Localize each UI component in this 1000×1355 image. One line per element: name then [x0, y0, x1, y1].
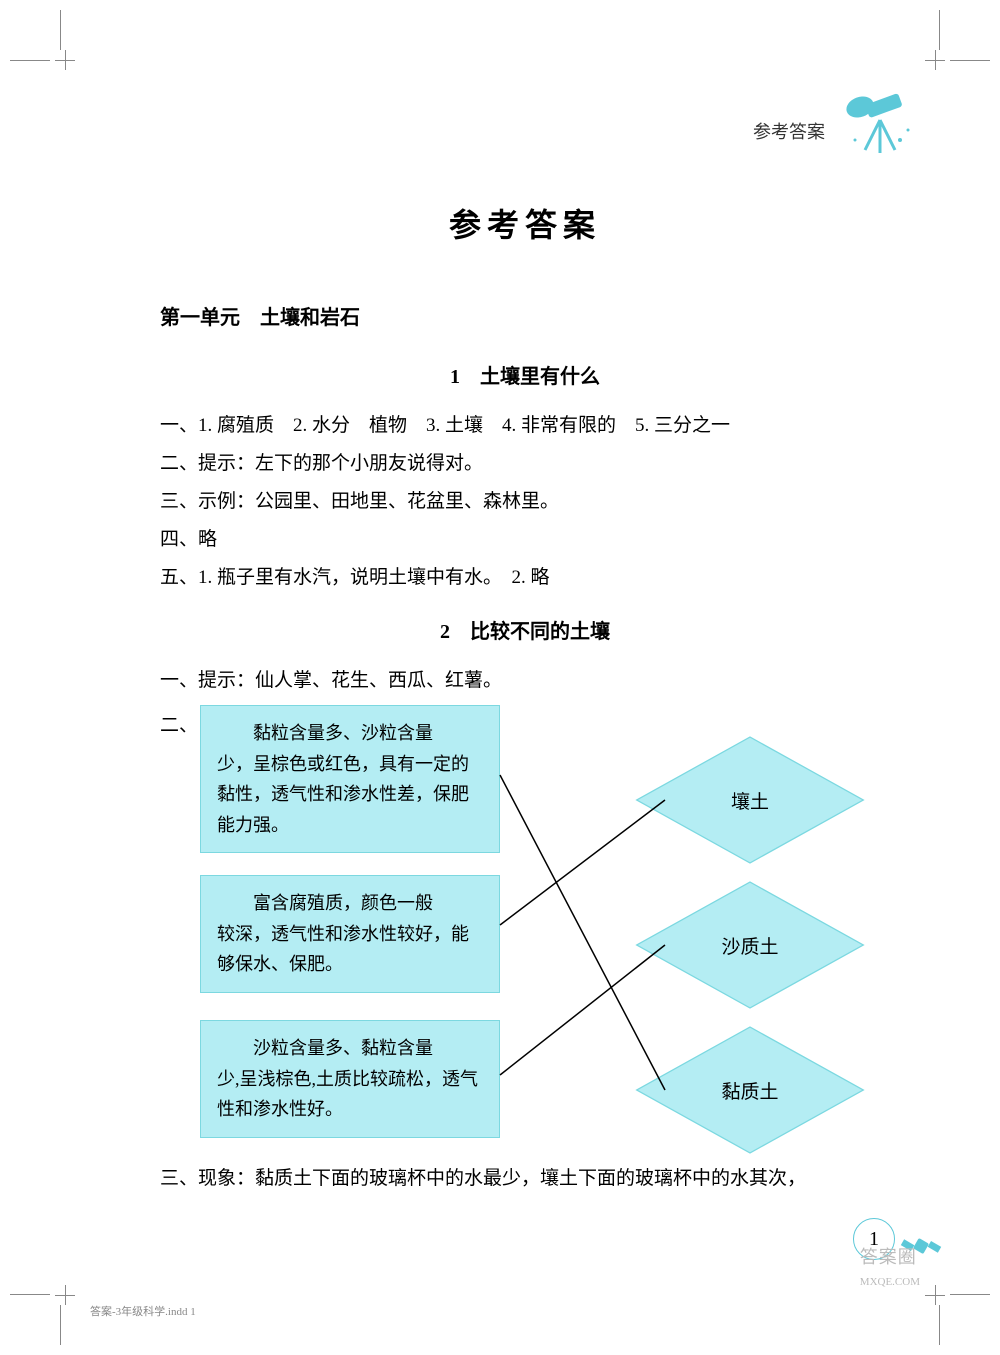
telescope-icon [840, 85, 920, 160]
crop-mark [60, 10, 61, 50]
watermark: 答案圈 MXQE.COM [860, 1243, 920, 1290]
crop-mark [950, 60, 990, 61]
crop-mark [950, 1294, 990, 1295]
soil-type-diamond-2: 沙质土 [660, 905, 840, 985]
box-text: 黏粒含量多、沙粒含量 [217, 718, 483, 749]
answer-line: 一、1. 腐殖质 2. 水分 植物 3. 土壤 4. 非常有限的 5. 三分之一 [160, 407, 890, 445]
footer-filename: 答案-3年级科学.indd 1 [90, 1303, 196, 1319]
answer-line: 三、示例：公园里、田地里、花盆里、森林里。 [160, 483, 890, 521]
soil-type-diamond-3: 黏质土 [660, 1050, 840, 1130]
section-1-title: 1 土壤里有什么 [160, 360, 890, 389]
answer-line: 一、提示：仙人掌、花生、西瓜、红薯。 [160, 662, 890, 700]
answer-line: 三、现象：黏质土下面的玻璃杯中的水最少，壤土下面的玻璃杯中的水其次， [160, 1161, 890, 1197]
crop-target [55, 50, 75, 70]
section-2-title: 2 比较不同的土壤 [160, 615, 890, 644]
crop-target [925, 1285, 945, 1305]
answer-line: 四、略 [160, 521, 890, 559]
header-label: 参考答案 [753, 118, 825, 144]
item-two-label: 二、 [160, 710, 198, 737]
crop-mark [939, 1305, 940, 1345]
answer-line: 五、1. 瓶子里有水汽，说明土壤中有水。 2. 略 [160, 559, 890, 597]
crop-target [925, 50, 945, 70]
soil-type-diamond-1: 壤土 [660, 760, 840, 840]
description-box-1: 黏粒含量多、沙粒含量少，呈棕色或红色，具有一定的黏性，透气性和渗水性差，保肥能力… [200, 705, 500, 853]
unit-title: 第一单元 土壤和岩石 [160, 301, 890, 330]
content-area: 参考答案 第一单元 土壤和岩石 1 土壤里有什么 一、1. 腐殖质 2. 水分 … [160, 200, 890, 1197]
diamond-label: 沙质土 [721, 932, 778, 959]
crop-target [55, 1285, 75, 1305]
watermark-sub: MXQE.COM [860, 1276, 920, 1288]
description-box-2: 富含腐殖质，颜色一般较深，透气性和渗水性较好，能够保水、保肥。 [200, 875, 500, 993]
box-text: 富含腐殖质，颜色一般 [217, 888, 483, 919]
page-title: 参考答案 [160, 200, 890, 246]
matching-diagram: 二、 黏粒含量多、沙粒含量少，呈棕色或红色，具有一定的黏性，透气性和渗水性差，保… [160, 705, 890, 1155]
answer-line: 二、提示：左下的那个小朋友说得对。 [160, 445, 890, 483]
description-box-3: 沙粒含量多、黏粒含量少,呈浅棕色,土质比较疏松，透气性和渗水性好。 [200, 1020, 500, 1138]
crop-mark [939, 10, 940, 50]
crop-mark [10, 1294, 50, 1295]
crop-mark [10, 60, 50, 61]
watermark-main: 答案圈 [860, 1247, 917, 1267]
diamond-label: 壤土 [731, 787, 769, 814]
crop-mark [60, 1305, 61, 1345]
diamond-label: 黏质土 [721, 1077, 778, 1104]
box-text: 沙粒含量多、黏粒含量 [217, 1033, 483, 1064]
